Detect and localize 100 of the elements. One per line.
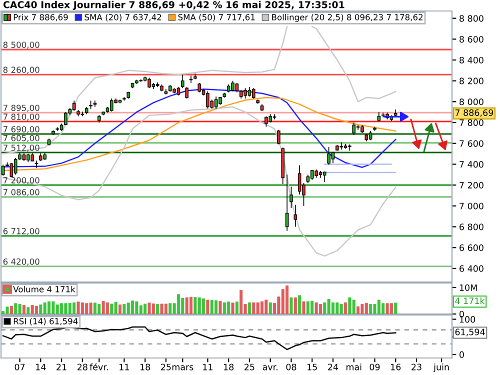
- ref-line-label: 7 690,00: [3, 126, 40, 134]
- bar: [382, 303, 385, 314]
- bar: [231, 302, 234, 314]
- bar: [248, 302, 251, 314]
- y-tick-label: 10M: [460, 284, 477, 291]
- bar: [327, 298, 330, 314]
- bar: [18, 304, 22, 314]
- bar: [106, 302, 109, 314]
- x-tick-label: 11: [120, 364, 129, 370]
- bar: [30, 305, 34, 314]
- y-tick-label: 7 000: [460, 202, 484, 210]
- y-tick-label: 7 600: [460, 140, 484, 147]
- y-tick-label: 6 400: [460, 265, 484, 272]
- candlestick: [340, 142, 343, 150]
- bar: [364, 302, 368, 314]
- y-tick-label: 6 600: [460, 244, 484, 252]
- line-series: [311, 26, 396, 102]
- bar: [210, 300, 214, 314]
- candlestick: [294, 204, 298, 228]
- bar: [356, 306, 360, 314]
- y-tick-label: 6 800: [460, 224, 484, 230]
- x-tick-label: mars: [172, 365, 194, 370]
- x-tick-label: févr.: [90, 363, 108, 370]
- x-tick-label: 11: [203, 364, 212, 370]
- text: 4 171k: [455, 297, 485, 304]
- x-tick-label: 18: [224, 364, 234, 370]
- x-tick-label: 18: [140, 364, 150, 370]
- candlestick: [72, 100, 76, 112]
- ref-line-label: 7 086,00: [3, 189, 40, 196]
- bar: [26, 307, 30, 314]
- candlestick: [64, 112, 68, 126]
- x-tick-label: juin: [433, 364, 449, 372]
- candlestick: [352, 122, 356, 136]
- bar: [64, 303, 68, 314]
- bar: [148, 302, 151, 314]
- bar: [6, 306, 9, 314]
- bar: [39, 304, 42, 314]
- bar: [294, 297, 297, 314]
- text: 61,594: [455, 328, 485, 336]
- line-series: [2, 26, 288, 154]
- candlestick: [181, 74, 184, 89]
- text: 7 886,69: [455, 109, 494, 117]
- ref-line-label: 7 200,00: [3, 177, 40, 184]
- ref-line-label: 8 500,00: [3, 42, 40, 49]
- bar: [214, 300, 218, 314]
- bar: [310, 300, 314, 314]
- legend-label: Volume 4 171k: [13, 286, 76, 292]
- bar: [181, 298, 184, 314]
- x-tick-label: 23: [412, 364, 422, 370]
- legend-label: Prix 7 886,69: [14, 14, 68, 22]
- x-tick-label: 24: [328, 364, 338, 370]
- x-tick-label: 28: [78, 364, 88, 370]
- bar: [122, 304, 126, 314]
- bar: [314, 302, 318, 314]
- candlestick: [214, 96, 218, 110]
- ref-line-label: 7 605,00: [3, 134, 40, 142]
- x-tick-label: 07: [14, 364, 25, 370]
- bar: [98, 304, 101, 314]
- legend-label: RSI (14) 61,594: [14, 318, 78, 326]
- candlestick: [298, 164, 302, 195]
- bar: [56, 304, 59, 314]
- y-tick-label: 7 200: [460, 182, 484, 189]
- bar: [168, 303, 172, 314]
- candlestick: [148, 77, 151, 89]
- bar: [318, 304, 322, 314]
- ref-line-label: 7 512,00: [3, 144, 40, 152]
- legend-label: SMA (50) 7 717,61: [178, 14, 255, 22]
- x-tick-label: 25: [161, 364, 171, 370]
- bar: [218, 301, 222, 314]
- bar: [72, 302, 76, 314]
- candlestick: [368, 130, 372, 141]
- bar: [377, 300, 380, 314]
- y-tick-label: 7 800: [460, 119, 484, 126]
- candlestick: [244, 88, 247, 99]
- bar: [118, 304, 122, 314]
- bar: [164, 304, 168, 314]
- bar: [306, 301, 310, 314]
- x-tick-label: 25: [244, 364, 254, 370]
- bar: [80, 302, 84, 314]
- bar: [290, 297, 293, 314]
- candlestick: [322, 171, 326, 182]
- bar: [89, 302, 92, 314]
- legend-label: Bollinger (20 2,5) 8 096,23 7 178,62: [272, 14, 423, 22]
- bar: [394, 302, 398, 314]
- x-tick-label: 14: [36, 364, 46, 370]
- x-tick-label: 08: [286, 364, 296, 370]
- bar: [135, 301, 138, 314]
- bar: [235, 302, 238, 314]
- bar: [360, 304, 364, 314]
- candlestick: [235, 82, 239, 93]
- candlestick: [14, 158, 18, 176]
- bar: [352, 300, 356, 314]
- bar: [222, 302, 226, 314]
- ref-line-label: 7 810,00: [3, 114, 40, 121]
- y-tick-label: 0: [460, 351, 464, 358]
- bar: [144, 304, 147, 314]
- x-tick-label: mai: [346, 364, 362, 370]
- chart-title: CAC40 Index Journalier 7 886,69 +0,42 % 16 mai 2025, 17:35:01: [3, 0, 344, 10]
- bar: [60, 303, 64, 314]
- bar: [52, 301, 55, 314]
